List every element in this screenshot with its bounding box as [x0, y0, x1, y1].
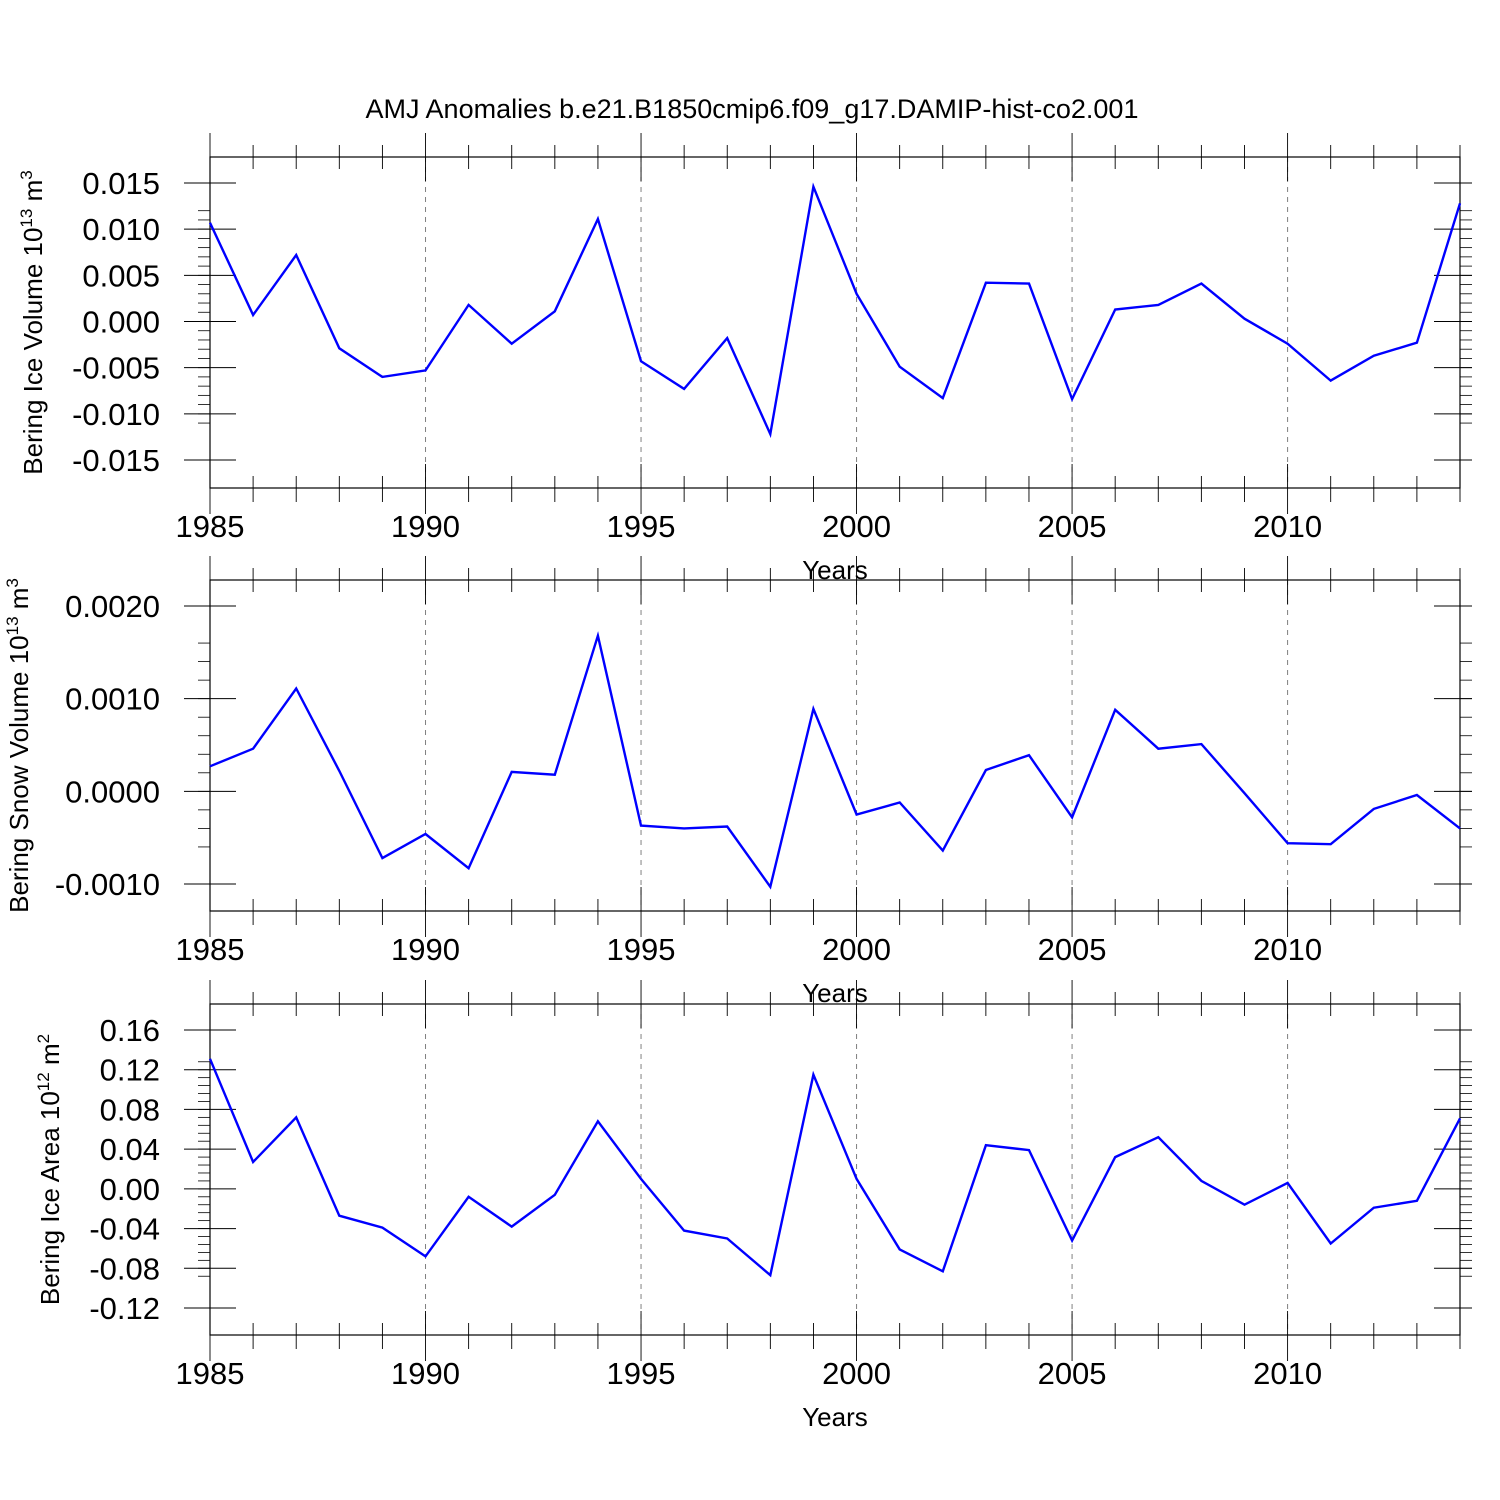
y-axis-label: Bering Ice Volume 1013 m3: [17, 170, 48, 474]
y-tick-label: 0.08: [100, 1092, 160, 1127]
y-label-exponent: 13: [3, 616, 22, 635]
x-tick-label: 1995: [607, 509, 676, 544]
x-tick-label: 2005: [1038, 932, 1107, 967]
y-tick-label: 0.005: [82, 258, 160, 293]
chart-panel-2: -0.0010 0.0000 0.0010 0.0020 1985 1990 1995 200…: [3, 556, 1472, 1008]
x-tick-label: 2010: [1253, 1356, 1322, 1391]
x-tick-label: 2010: [1253, 932, 1322, 967]
y-label-text: Bering Ice Volume 10: [18, 228, 48, 475]
x-tick-label: 1995: [607, 1356, 676, 1391]
y-tick-label: -0.12: [89, 1291, 160, 1326]
y-tick-label: -0.005: [72, 351, 160, 386]
y-tick-label: 0.04: [100, 1132, 160, 1167]
y-label-exponent: 13: [17, 209, 36, 228]
y-label-text: Bering Ice Area 10: [35, 1091, 65, 1305]
plot-frame: [210, 157, 1460, 488]
y-label-unit: m: [35, 1043, 65, 1072]
x-tick-label: 1995: [607, 932, 676, 967]
series-line: [210, 636, 1460, 887]
series-line: [210, 187, 1460, 434]
chart-panel-1: -0.015 -0.010 -0.005 0.000 0.005 0.010 0.015 19…: [17, 133, 1472, 585]
y-tick-label: 0.0020: [65, 589, 160, 624]
y-tick-label: -0.010: [72, 397, 160, 432]
y-tick-label: 0.12: [100, 1053, 160, 1088]
figure-title: AMJ Anomalies b.e21.B1850cmip6.f09_g17.D…: [366, 94, 1139, 124]
y-tick-label: 0.0000: [65, 774, 160, 809]
x-tick-label: 1990: [391, 509, 460, 544]
y-label-unit: m: [18, 180, 48, 209]
y-label-unit-exponent: 3: [17, 170, 36, 179]
x-tick-label: 2005: [1038, 509, 1107, 544]
x-tick-label: 1990: [391, 932, 460, 967]
chart-panel-3: -0.12 -0.08 -0.04 0.00 0.04 0.08 0.12 0.16 1985 1…: [34, 980, 1472, 1432]
y-tick-label: 0.000: [82, 305, 160, 340]
series-line: [210, 1059, 1460, 1275]
panels: -0.015 -0.010 -0.005 0.000 0.005 0.010 0.015 19…: [3, 133, 1472, 1432]
x-tick-label: 2000: [822, 1356, 891, 1391]
figure: AMJ Anomalies b.e21.B1850cmip6.f09_g17.D…: [0, 0, 1500, 1500]
x-tick-label: 1985: [176, 932, 245, 967]
x-tick-label: 2000: [822, 932, 891, 967]
y-tick-label: 0.16: [100, 1013, 160, 1048]
plot-frame: [210, 580, 1460, 911]
y-tick-label: -0.0010: [55, 867, 160, 902]
y-tick-label: 0.010: [82, 212, 160, 247]
x-tick-label: 2010: [1253, 509, 1322, 544]
y-tick-label: 0.00: [100, 1172, 160, 1207]
y-label-unit-exponent: 3: [3, 578, 22, 587]
x-axis-label: Years: [802, 1402, 868, 1432]
y-axis-label: Bering Ice Area 1012 m2: [34, 1034, 65, 1305]
plot-frame: [210, 1004, 1460, 1335]
y-tick-label: -0.04: [89, 1212, 160, 1247]
y-label-unit-exponent: 2: [34, 1034, 53, 1043]
y-label-unit: m: [4, 588, 34, 617]
y-tick-label: -0.08: [89, 1251, 160, 1286]
x-tick-label: 1985: [176, 1356, 245, 1391]
y-tick-label: -0.015: [72, 443, 160, 478]
x-tick-label: 1990: [391, 1356, 460, 1391]
y-label-exponent: 12: [34, 1072, 53, 1091]
y-tick-label: 0.015: [82, 166, 160, 201]
y-axis-label: Bering Snow Volume 1013 m3: [3, 578, 34, 913]
y-tick-label: 0.0010: [65, 682, 160, 717]
y-label-text: Bering Snow Volume 10: [4, 635, 34, 913]
x-tick-label: 2000: [822, 509, 891, 544]
x-tick-label: 2005: [1038, 1356, 1107, 1391]
x-tick-label: 1985: [176, 509, 245, 544]
